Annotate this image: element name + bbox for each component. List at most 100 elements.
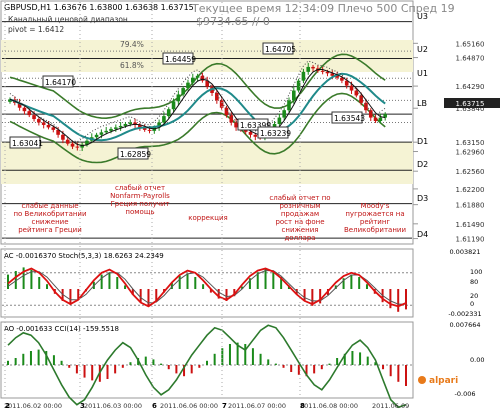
price-label-63239: 1.63239: [257, 126, 291, 139]
candle-body: [17, 102, 22, 108]
candles: [8, 62, 387, 152]
svg-text:1.64459: 1.64459: [165, 55, 196, 64]
stoch-signal-line: [7, 270, 406, 305]
candle-body: [123, 123, 128, 126]
price-label-63543: 1.63543: [331, 111, 365, 124]
price-axis-label: 1.62560: [456, 168, 485, 176]
candle-body: [8, 99, 12, 102]
candle-body: [37, 119, 41, 123]
candle-body: [349, 85, 354, 91]
symbol-header: GBPUSD,H1 1.63676 1.63800 1.63638 1.6371…: [4, 3, 194, 12]
annotation-line: по Великобритании: [13, 210, 86, 218]
candle-body: [195, 75, 200, 78]
annotation-line: пугрожается на: [345, 210, 404, 218]
price-axis-label: 1.64870: [456, 55, 485, 63]
price-axis-label: 1.61190: [456, 236, 485, 244]
time-overlay: Текущее время 12:34:09 Плечо 500 Спред 1…: [191, 2, 455, 15]
candle-body: [224, 107, 229, 116]
candle-body: [138, 124, 142, 128]
current-price: 1.63715: [456, 100, 485, 108]
candle-body: [32, 115, 36, 120]
price-label-64170: 1.64170: [42, 75, 76, 88]
svg-text:1.62859: 1.62859: [120, 150, 151, 159]
candle-body: [99, 132, 104, 135]
price-label-64459: 1.64459: [162, 52, 196, 65]
level-d4: D4: [417, 230, 428, 239]
current-price-tag: 1.63715: [444, 98, 500, 108]
alpari-logo: alpari: [418, 376, 458, 386]
candle-body: [340, 77, 344, 81]
candle-body: [22, 107, 27, 112]
candle-body: [200, 75, 205, 81]
level-u1: U1: [417, 69, 428, 78]
balance-overlay: $9734.65 // 0: [196, 15, 270, 28]
ao-cci-panel: [2, 324, 412, 409]
annotation-line: Греция получит: [110, 200, 169, 208]
price-axis-label: 1.64290: [456, 83, 485, 91]
candle-body: [205, 80, 210, 87]
candle-body: [383, 114, 387, 118]
candle-body: [234, 122, 238, 128]
price-axis-label: 1.63840: [456, 105, 485, 113]
candle-body: [296, 80, 301, 91]
candle-body: [166, 109, 171, 117]
candle-body: [306, 66, 311, 72]
ac-scale-min: -0.002331: [448, 310, 481, 318]
candle-body: [354, 90, 359, 96]
candle-body: [133, 122, 137, 125]
time-axis-label: 2011.06.08 00:00: [300, 402, 358, 410]
ao-panel-frame: [0, 321, 414, 399]
svg-text:alpari: alpari: [429, 376, 458, 386]
candle-body: [171, 101, 176, 110]
price-axis-label: 1.61490: [456, 221, 485, 229]
candle-body: [176, 94, 181, 102]
annotation-line: рейтинг: [360, 218, 391, 226]
level-d2: D2: [417, 160, 428, 169]
ac-stoch-panel: [2, 267, 412, 312]
channel-label: Канальный ценовой диапазон: [8, 15, 128, 24]
ao-scale-min: -0.006: [455, 390, 476, 398]
svg-text:1.63239: 1.63239: [260, 129, 291, 138]
svg-text:1.63543: 1.63543: [334, 114, 365, 123]
level-u2: U2: [417, 45, 428, 54]
main-panel-frame: [0, 0, 414, 245]
candle-body: [109, 128, 113, 131]
candle-body: [41, 122, 46, 125]
price-label-64705: 1.64705: [262, 42, 296, 55]
moving-averages: [9, 60, 386, 147]
ac-scale-100: 100: [470, 268, 482, 276]
candle-body: [27, 111, 32, 116]
candle-body: [359, 95, 363, 103]
candle-body: [80, 144, 84, 148]
candle-body: [335, 75, 339, 78]
candle-body: [291, 90, 296, 101]
candle-body: [325, 71, 330, 74]
candle-body: [219, 100, 224, 108]
annotation-line: слабые данные: [21, 202, 78, 210]
price-label-63399: 1.63399: [237, 118, 271, 131]
price-axis-label: 1.61880: [456, 202, 485, 210]
candle-body: [56, 129, 60, 135]
price-axis-label: 1.62200: [456, 186, 485, 194]
candle-body: [157, 122, 161, 128]
pivot-label: pivot = 1.6412: [8, 25, 64, 34]
candle-body: [311, 66, 315, 69]
fib-794-label: 79.4%: [120, 40, 144, 49]
annotation-line: коррекция: [188, 214, 227, 222]
svg-text:1.63041: 1.63041: [12, 139, 43, 148]
cci-line: [7, 324, 407, 409]
time-axis-label: 2011.06.02 00:00: [4, 402, 62, 410]
level-u3: U3: [417, 12, 428, 21]
candle-body: [282, 110, 286, 118]
price-axis-label: 1.65160: [456, 40, 485, 48]
annotation-line: Nonfarm-Payrolls: [110, 192, 170, 200]
ac-scale-20: 20: [470, 292, 478, 300]
time-axis-label: 2011.06.09: [372, 402, 409, 410]
price-axis-label: 1.63150: [456, 139, 485, 147]
stoch-main-line: [7, 267, 407, 308]
price-label-62859: 1.62859: [117, 147, 151, 160]
time-axis-label: 2011.06.07 00:00: [228, 402, 286, 410]
candle-body: [344, 80, 349, 86]
candle-body: [147, 129, 152, 131]
